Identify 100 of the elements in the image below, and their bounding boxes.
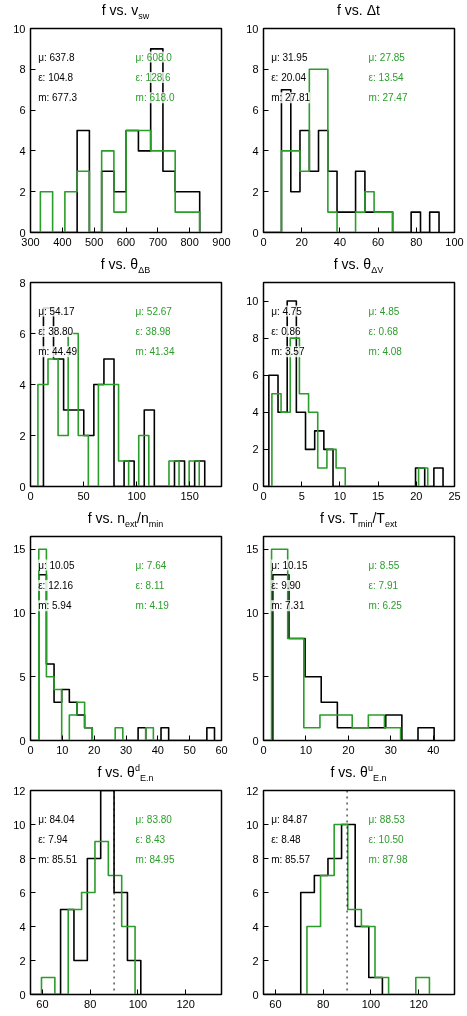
x-tick-label: 10 xyxy=(56,743,69,756)
x-tick-label: 40 xyxy=(151,743,164,756)
x-tick-label: 100 xyxy=(127,489,146,502)
y-tick-label: 10 xyxy=(13,607,26,619)
y-tick-label: 0 xyxy=(19,734,26,747)
y-tick-label: 6 xyxy=(19,104,26,117)
chart-title: f vs. θ$_{ΔB}$ xyxy=(99,255,152,277)
x-tick-label: 700 xyxy=(148,235,168,248)
y-tick-label: 4 xyxy=(19,378,26,391)
y-tick-label: 8 xyxy=(252,63,259,76)
annotation: m: 6.25 xyxy=(368,600,403,612)
annotation: μ: 52.67 xyxy=(135,305,173,317)
chart-title: f vs. Δt xyxy=(336,1,381,20)
annotation: m: 44.49 xyxy=(38,346,78,358)
annotation: m: 41.34 xyxy=(135,346,175,358)
x-tick-label: 30 xyxy=(119,743,133,756)
y-tick-label: 4 xyxy=(252,406,259,419)
x-tick-label: 20 xyxy=(342,743,355,756)
x-tick-label: 60 xyxy=(269,997,282,1010)
annotation: m: 4.19 xyxy=(135,600,170,612)
annotation: m: 85.51 xyxy=(38,854,78,866)
x-tick-label: 0 xyxy=(260,489,267,502)
x-tick-label: 80 xyxy=(84,997,97,1010)
y-tick-label: 10 xyxy=(246,22,259,35)
annotation: m: 618.0 xyxy=(135,92,175,104)
y-tick-label: 4 xyxy=(252,920,259,933)
y-tick-label: 2 xyxy=(19,185,26,198)
annotation: μ: 637.8 xyxy=(38,51,75,63)
annotation: m: 677.3 xyxy=(38,92,78,104)
annotation: m: 3.57 xyxy=(271,346,305,358)
y-tick-label: 5 xyxy=(19,670,26,683)
chart-title: f vs. n$_{ext}$/n$_{min}$ xyxy=(86,509,165,531)
annotation: μ: 31.95 xyxy=(271,51,308,63)
y-tick-label: 2 xyxy=(19,429,26,442)
y-tick-label: 10 xyxy=(13,22,26,35)
annotation: ε: 8.11 xyxy=(135,579,165,591)
x-tick-label: 50 xyxy=(77,489,90,502)
annotation: ε: 8.43 xyxy=(135,833,166,845)
y-tick-label: 15 xyxy=(13,543,26,556)
x-tick-label: 60 xyxy=(36,997,49,1010)
x-tick-label: 120 xyxy=(176,997,195,1010)
x-tick-label: 0 xyxy=(260,743,267,756)
annotation: μ: 83.80 xyxy=(135,813,173,825)
annotation: ε: 10.50 xyxy=(368,833,405,845)
y-tick-label: 10 xyxy=(246,295,259,308)
x-tick-label: 100 xyxy=(128,997,148,1010)
y-tick-label: 6 xyxy=(252,886,259,899)
x-tick-label: 30 xyxy=(384,743,397,756)
x-tick-label: 5 xyxy=(298,489,305,502)
annotation: ε: 7.91 xyxy=(368,579,399,591)
x-tick-label: 80 xyxy=(410,235,423,248)
annotation: m: 7.31 xyxy=(271,600,305,612)
y-tick-label: 2 xyxy=(252,443,259,456)
x-tick-label: 20 xyxy=(88,743,101,756)
y-tick-label: 6 xyxy=(252,104,259,117)
y-tick-label: 8 xyxy=(19,63,26,76)
y-tick-label: 4 xyxy=(19,920,26,933)
y-tick-label: 12 xyxy=(13,784,26,797)
chart-title: f vs. θ$_{ΔV}$ xyxy=(332,255,385,277)
annotation: m: 84.95 xyxy=(135,854,175,866)
y-tick-label: 10 xyxy=(246,607,259,619)
x-tick-label: 20 xyxy=(410,489,423,502)
y-tick-label: 12 xyxy=(246,784,259,797)
annotation: ε: 104.8 xyxy=(38,71,74,83)
y-tick-label: 10 xyxy=(13,818,26,831)
chart-title: f vs. T$_{min}$/T$_{ext}$ xyxy=(319,509,398,531)
annotation: ε: 0.68 xyxy=(368,325,399,337)
annotation: μ: 7.64 xyxy=(135,559,167,571)
y-tick-label: 8 xyxy=(252,332,259,345)
y-tick-label: 8 xyxy=(19,276,26,289)
y-tick-label: 6 xyxy=(19,327,26,340)
x-tick-label: 60 xyxy=(215,743,228,756)
x-tick-label: 0 xyxy=(27,743,34,756)
y-tick-label: 0 xyxy=(252,734,259,747)
annotation: ε: 38.98 xyxy=(135,325,172,337)
annotation: m: 27.81 xyxy=(271,92,311,104)
x-tick-label: 0 xyxy=(260,235,267,248)
y-tick-label: 10 xyxy=(246,818,259,831)
annotation: μ: 84.87 xyxy=(271,813,308,825)
annotation: μ: 54.17 xyxy=(38,305,75,317)
annotation: μ: 10.05 xyxy=(38,559,75,571)
x-tick-label: 800 xyxy=(180,235,199,248)
y-tick-label: 0 xyxy=(19,480,26,493)
y-tick-label: 15 xyxy=(246,543,259,556)
annotation: μ: 4.75 xyxy=(271,305,303,317)
x-tick-label: 40 xyxy=(427,743,440,756)
y-tick-label: 4 xyxy=(252,144,259,157)
annotation: ε: 8.48 xyxy=(271,833,302,845)
y-tick-label: 0 xyxy=(252,988,259,1001)
x-tick-label: 15 xyxy=(371,489,385,502)
y-tick-label: 2 xyxy=(252,954,259,967)
y-tick-label: 6 xyxy=(19,886,26,899)
annotation: ε: 0.86 xyxy=(271,325,302,337)
y-tick-label: 0 xyxy=(252,226,259,239)
y-tick-label: 2 xyxy=(19,954,26,967)
annotation: m: 85.57 xyxy=(271,854,311,866)
annotation: μ: 8.55 xyxy=(368,559,400,571)
x-tick-label: 100 xyxy=(361,997,381,1010)
x-tick-label: 50 xyxy=(183,743,196,756)
annotation: ε: 13.54 xyxy=(368,71,405,83)
